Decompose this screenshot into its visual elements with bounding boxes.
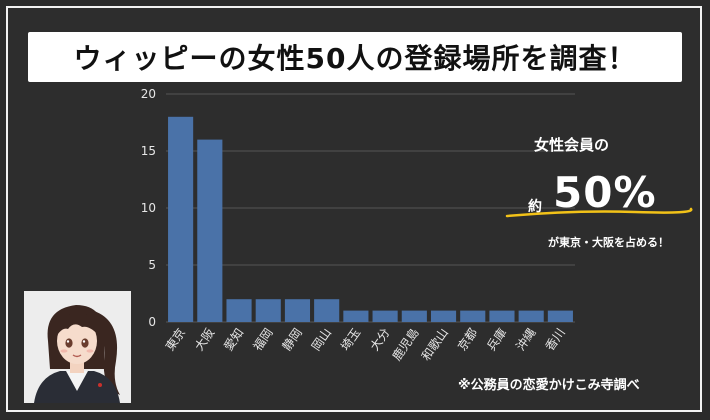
bar-和歌山	[430, 310, 457, 322]
bar-鹿児島	[401, 310, 427, 322]
x-tick-label: 香川	[543, 326, 568, 354]
bar-兵庫	[489, 310, 515, 322]
bar-埼玉	[343, 310, 369, 322]
callout-line3: が東京・大阪を占める！	[548, 236, 669, 249]
y-tick-label: 20	[141, 87, 156, 101]
bar-京都	[460, 310, 486, 322]
bar-静岡	[284, 299, 311, 322]
x-tick-label: 大阪	[192, 326, 217, 354]
bar-香川	[547, 310, 573, 322]
callout-line1: 女性会員の	[534, 136, 610, 154]
x-tick-label: 大分	[367, 326, 392, 354]
x-tick-label: 岡山	[309, 326, 334, 354]
y-tick-label: 10	[141, 201, 156, 215]
y-tick-label: 0	[148, 315, 156, 329]
x-tick-label: 鹿児島	[389, 325, 422, 363]
x-tick-label: 愛知	[221, 326, 246, 354]
bar-東京	[168, 116, 194, 322]
x-tick-label: 和歌山	[418, 325, 451, 363]
bar-愛知	[226, 299, 252, 322]
x-tick-label: 沖縄	[513, 325, 539, 353]
x-tick-label: 埼玉	[338, 326, 363, 354]
x-tick-label: 東京	[163, 326, 188, 354]
source-note: ※公務員の恋愛かけこみ寺調べ	[458, 378, 640, 393]
avatar-illustration	[24, 291, 131, 403]
bar-大分	[372, 310, 398, 322]
callout-prefix: 約	[528, 199, 542, 215]
page-title: ウィッピーの女性50人の登録場所を調査！	[73, 42, 637, 75]
x-tick-label: 兵庫	[484, 326, 509, 354]
bar-福岡	[255, 299, 281, 322]
bar-岡山	[314, 299, 340, 322]
title-banner: ウィッピーの女性50人の登録場所を調査！	[28, 32, 682, 82]
x-tick-label: 京都	[455, 326, 480, 354]
y-tick-label: 5	[148, 258, 156, 272]
x-tick-label: 福岡	[250, 325, 276, 353]
x-tick-label: 静岡	[280, 326, 305, 354]
accent-underline	[505, 207, 693, 218]
callout-highlight: 50%	[553, 168, 657, 217]
y-tick-label: 15	[141, 144, 156, 158]
bar-沖縄	[518, 310, 544, 322]
bar-大阪	[197, 139, 223, 322]
